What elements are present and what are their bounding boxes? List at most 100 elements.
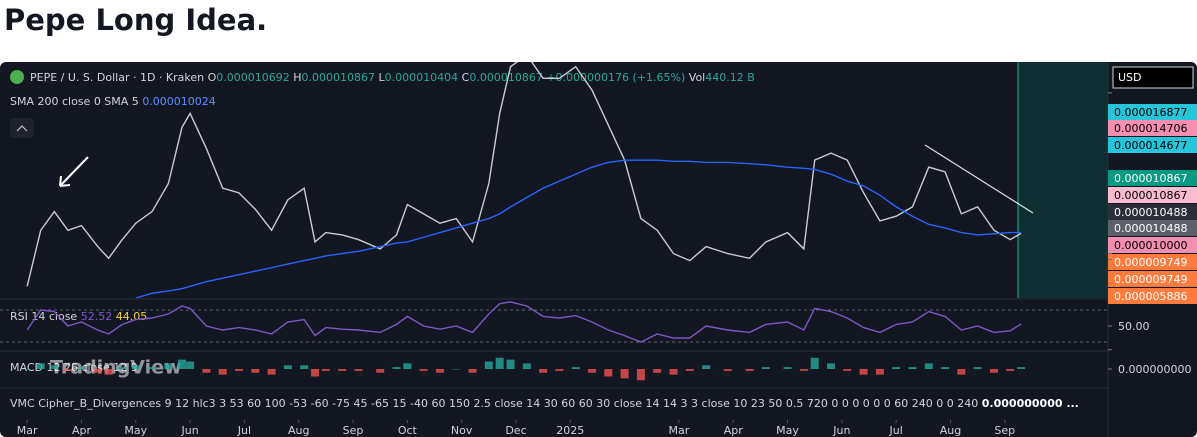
y-tick-label: 0.000000000 — [1118, 363, 1191, 376]
price-label: 0.000010867 — [1114, 172, 1187, 185]
histogram-bar — [164, 363, 173, 369]
histogram-bar — [338, 369, 347, 371]
ohlc-value: 0.000010867 — [469, 71, 542, 84]
histogram-bar — [1017, 367, 1026, 369]
vol-value: 440.12 B — [705, 71, 755, 84]
price-label: 0.000016877 — [1114, 106, 1187, 119]
histogram-bar — [218, 369, 227, 375]
price-label-bg — [1108, 204, 1197, 220]
histogram-bar — [669, 369, 678, 375]
ohlc-value: 0.000010867 — [302, 71, 375, 84]
histogram-bar — [63, 369, 72, 371]
histogram-bar — [604, 369, 613, 377]
ohlc-label: L — [379, 71, 386, 84]
histogram-bar — [311, 369, 320, 377]
rsi-legend: RSI 14 close 52.52 44.05 — [10, 310, 147, 323]
histogram-bar — [283, 365, 292, 369]
histogram-bar — [23, 369, 32, 370]
x-tick-label: Mar — [17, 424, 38, 437]
ohlc-value: 0.000010404 — [385, 71, 458, 84]
x-tick-label: 2025 — [556, 424, 584, 437]
histogram-bar — [702, 365, 711, 369]
histogram-bar — [495, 357, 504, 369]
collapse-icon — [16, 125, 28, 132]
price-label: 0.000010488 — [1114, 222, 1187, 235]
histogram-bar — [321, 369, 330, 371]
rsi-title: RSI 14 close — [10, 310, 77, 323]
sma-name: SMA 200 close 0 SMA 5 — [10, 95, 139, 108]
x-tick-label: Oct — [398, 424, 418, 437]
histogram-bar — [957, 369, 966, 375]
watermark: TradingView — [50, 357, 182, 379]
ohlc-label: H — [293, 71, 301, 84]
histogram-bar — [989, 369, 998, 373]
y-tick-label: 50.00 — [1118, 320, 1150, 333]
histogram-bar — [588, 369, 597, 373]
histogram-bar — [908, 367, 917, 369]
price-label: 0.000010488 — [1114, 206, 1187, 219]
histogram-bar — [636, 369, 645, 381]
histogram-bar — [452, 369, 461, 370]
histogram-bar — [104, 369, 113, 375]
ohlc-value: 0.000010692 — [216, 71, 289, 84]
histogram-bar — [810, 357, 819, 369]
histogram-bar — [186, 361, 195, 369]
histogram-bar — [620, 369, 629, 379]
x-tick-label: Apr — [72, 424, 92, 437]
vmc-title: VMC Cipher_B_Divergences 9 12 hlc3 3 53 … — [10, 397, 978, 410]
histogram-bar — [50, 365, 59, 369]
x-tick-label: Nov — [451, 424, 473, 437]
price-label-bg — [1108, 288, 1197, 304]
symbol-icon — [10, 70, 24, 84]
histogram-bar — [571, 367, 580, 369]
histogram-bar — [924, 363, 933, 369]
histogram-bar — [354, 369, 363, 371]
histogram-bar — [484, 361, 493, 369]
histogram-bar — [875, 369, 884, 375]
histogram-bar — [761, 367, 770, 369]
header: PEPE / U. S. Dollar · 1D · Kraken O0.000… — [30, 71, 755, 84]
series-line — [135, 159, 1022, 298]
price-label-bg — [1108, 170, 1197, 186]
page-title: Pepe Long Idea. — [4, 3, 267, 37]
x-tick-label: Aug — [288, 424, 309, 437]
histogram-bar — [392, 367, 401, 369]
histogram-bar — [93, 369, 102, 373]
histogram-bar — [843, 369, 852, 371]
currency-box[interactable] — [1112, 66, 1194, 89]
histogram-bar — [522, 363, 531, 369]
main-pane — [26, 62, 1022, 298]
arrow — [59, 156, 89, 187]
price-label-bg — [1108, 137, 1197, 153]
histogram-bar — [148, 367, 157, 369]
histogram-bar — [799, 369, 808, 371]
price-label-bg — [1108, 271, 1197, 287]
x-tick-label: Apr — [724, 424, 744, 437]
histogram-bar — [234, 369, 243, 371]
rsi-readout: 52.52 — [81, 310, 113, 323]
price-label: 0.000005886 — [1114, 290, 1187, 303]
price-label: 0.000010000 — [1114, 239, 1187, 252]
x-tick-label: Aug — [940, 424, 961, 437]
histogram-bar — [555, 369, 564, 371]
price-label-bg — [1108, 187, 1197, 203]
series-line — [26, 62, 1022, 287]
symbol: PEPE / U. S. Dollar · 1D · Kraken — [30, 71, 204, 84]
histogram-bar — [1006, 369, 1015, 371]
series-line — [26, 301, 1022, 343]
histogram-bar — [468, 369, 477, 373]
histogram-bar — [506, 359, 515, 369]
histogram-bar — [131, 365, 140, 369]
histogram-bar — [783, 367, 792, 369]
histogram-bar — [723, 369, 732, 371]
vol-label: Vol — [689, 71, 705, 84]
histogram-bar — [685, 369, 694, 371]
histogram-bar — [419, 369, 428, 371]
price-label-bg — [1108, 254, 1197, 270]
projection-zone — [1018, 62, 1108, 298]
x-tick-label: Mar — [669, 424, 690, 437]
vmc-legend: VMC Cipher_B_Divergences 9 12 hlc3 3 53 … — [10, 397, 1079, 410]
price-label-bg — [1108, 104, 1197, 120]
collapse-button[interactable] — [10, 118, 34, 138]
price-label-bg — [1108, 120, 1197, 136]
